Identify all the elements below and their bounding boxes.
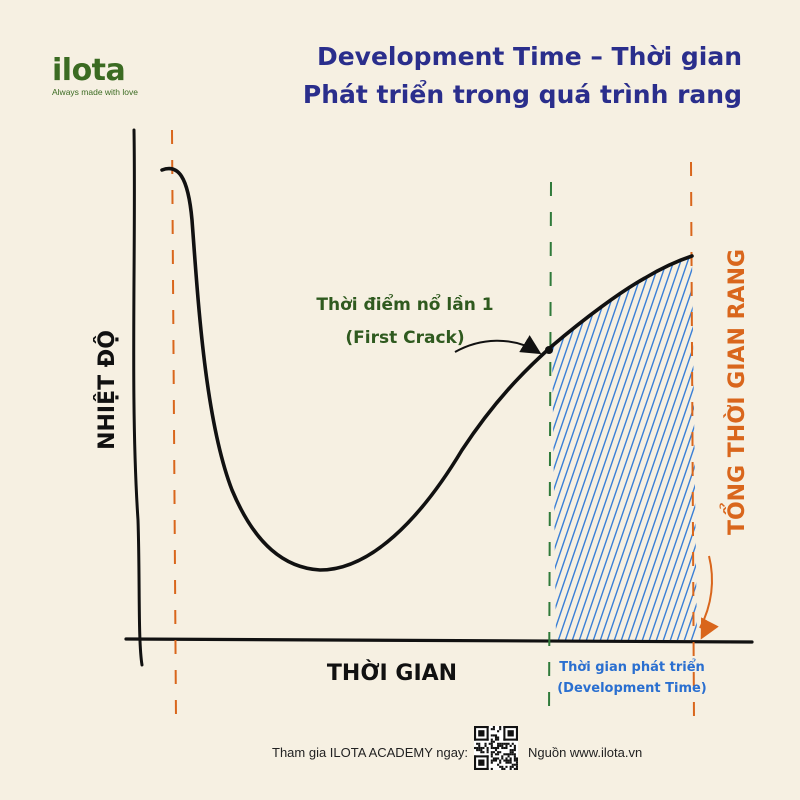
title-line-2: Phát triển trong quá trình rang (302, 80, 742, 109)
brand-name: ilota (52, 53, 126, 88)
first-crack-label-line-1: Thời điểm nổ lần 1 (316, 293, 493, 315)
hatch-line (552, 256, 675, 640)
hatch-line (552, 256, 647, 640)
brand-tagline: Always made with love (52, 87, 138, 97)
total-roast-time-label: TỔNG THỜI GIAN RANG (720, 249, 750, 535)
hatch-line (575, 256, 697, 640)
source-link[interactable]: Nguồn www.ilota.vn (528, 745, 643, 760)
total-time-arrow (699, 555, 719, 640)
hatch-line (589, 256, 697, 640)
x-axis-label: THỜI GIAN (327, 660, 457, 686)
hatch-line (552, 256, 633, 640)
page-title: Development Time – Thời gian Phát triển … (222, 38, 742, 114)
hatch-line (552, 256, 640, 640)
hatch-line (552, 256, 682, 640)
hatch-line (552, 256, 668, 640)
first-crack-arrow (454, 335, 542, 355)
hatch-line (568, 256, 697, 640)
hatch-line (552, 256, 654, 640)
hatch-line (552, 256, 689, 640)
hatch-line (561, 256, 697, 640)
first-crack-dashed-line (548, 181, 552, 723)
qr-code-icon[interactable] (474, 726, 518, 770)
hatch-line (659, 256, 697, 640)
development-time-label-line-2: (Development Time) (557, 681, 707, 696)
development-time-label-line-1: Thời gian phát triển (559, 659, 705, 675)
hatch-line (617, 256, 697, 640)
hatch-line (552, 256, 661, 640)
brand-logo: ilota Always made with love (52, 53, 138, 98)
hatch-line (645, 256, 697, 640)
hatch-line (582, 256, 697, 640)
y-axis (132, 128, 144, 667)
academy-call-to-action: Tham gia ILOTA ACADEMY ngay: (272, 745, 469, 760)
first-crack-point (545, 346, 553, 354)
hatch-line (554, 256, 696, 640)
first-crack-label-line-2: (First Crack) (345, 328, 464, 348)
hatch-line (652, 256, 697, 640)
hatch-line (631, 256, 697, 640)
hatch-line (596, 256, 697, 640)
hatch-line (638, 256, 697, 640)
charge-dashed-line (171, 129, 177, 721)
hatch-line (610, 256, 697, 640)
roast-curve (160, 166, 694, 572)
hatch-line (603, 256, 697, 640)
title-line-1: Development Time – Thời gian (316, 42, 742, 71)
x-axis (124, 637, 754, 644)
y-axis-label: NHIỆT ĐỘ (93, 330, 120, 450)
hatch-line (666, 256, 697, 640)
